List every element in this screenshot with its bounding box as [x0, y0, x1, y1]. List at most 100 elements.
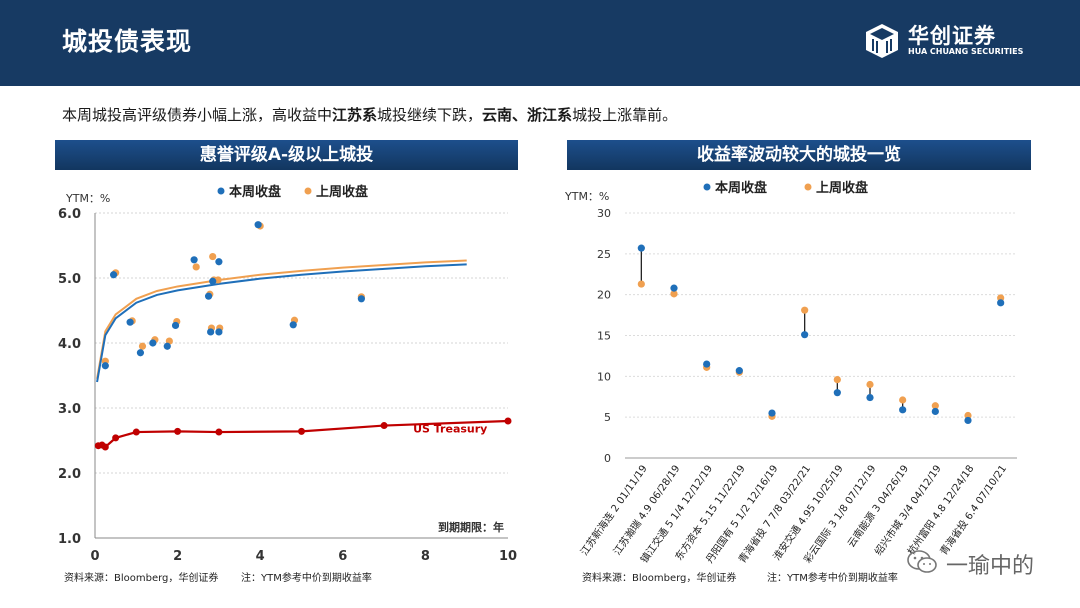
dot-this-week [637, 244, 645, 252]
x-tick-label: 2 [173, 549, 182, 564]
logo-chinese-name: 华创证券 [908, 24, 996, 48]
treasury-point [215, 428, 223, 436]
category-label: 云南能源 3 04/26/19 [844, 462, 911, 549]
wechat-icon [907, 550, 937, 573]
dot-last-week [899, 396, 907, 404]
header-bar: 城投债表现 华创证券 HUA CHUANG SECURITIES [0, 0, 1080, 86]
y-axis-title: YTM：% [564, 190, 609, 203]
treasury-point [380, 422, 388, 430]
treasury-point [132, 428, 140, 436]
summary-bold-1: 江苏系 [332, 106, 378, 124]
scatter-point-this-week [149, 339, 157, 347]
scatter-point-this-week [254, 221, 262, 229]
watermark-text: 一瑜中的 [946, 554, 1035, 579]
y-axis-title: YTM：% [65, 192, 110, 205]
ytm-note: 注：YTM参考中价到期收益率 [767, 571, 898, 584]
category-label: 江苏新海连 2 01/11/19 [577, 462, 649, 558]
dot-this-week [997, 299, 1005, 307]
dot-this-week [964, 416, 972, 425]
dot-last-week [833, 376, 841, 384]
scatter-point-this-week [289, 321, 297, 329]
scatter-point-this-week [215, 258, 223, 266]
x-tick-label: 4 [256, 549, 265, 564]
y-tick-label: 5.0 [58, 272, 81, 287]
x-tick-label: 10 [499, 549, 517, 564]
dot-this-week [703, 360, 711, 368]
scatter-point-last-week [138, 342, 147, 350]
dot-last-week [670, 290, 678, 298]
summary-part-3: 城投上涨靠前。 [572, 106, 678, 124]
legend-label: 上周收盘 [316, 184, 368, 200]
legend-marker-this-week [217, 187, 225, 195]
fit-curve [96, 263, 467, 383]
treasury-point [101, 443, 109, 451]
dot-this-week [735, 367, 743, 375]
dot-this-week [931, 407, 939, 416]
ytm-note: 注：YTM参考中价到期收益率 [241, 571, 372, 584]
scatter-point-this-week [126, 318, 134, 326]
legend-label: 本周收盘 [229, 184, 281, 200]
scatter-point-this-week [101, 362, 109, 370]
y-tick-label: 20 [597, 289, 611, 302]
x-tick-label: 6 [338, 549, 347, 564]
left-chart: 1.0 2.0 3.0 4.0 5.0 6.0 0 2 4 6 8 10 YTM：% 到期期限：年 本周收盘… [58, 184, 517, 584]
treasury-point [174, 427, 182, 435]
dot-this-week [899, 406, 907, 414]
dot-this-week [866, 393, 874, 402]
y-tick-label: 0 [604, 452, 611, 465]
summary-part-2: 城投继续下跌， [377, 106, 483, 124]
company-logo: 华创证券 HUA CHUANG SECURITIES [862, 20, 1024, 64]
scatter-point-last-week [192, 263, 200, 271]
scatter-point-this-week [109, 271, 118, 279]
summary-text: 本周城投高评级债券小幅上涨，高收益中江苏系城投继续下跌，云南、浙江系城投上涨靠前… [62, 104, 677, 125]
scatter-point-this-week [204, 292, 213, 300]
y-tick-label: 4.0 [58, 337, 81, 352]
source-note: 资料来源：Bloomberg，华创证券 [64, 571, 218, 584]
scatter-point-this-week [190, 256, 198, 264]
y-tick-label: 15 [597, 330, 611, 343]
left-chart-title: 惠誉评级A-级以上城投 [55, 140, 518, 170]
right-chart-title: 收益率波动较大的城投一览 [567, 140, 1031, 170]
y-tick-label: 25 [597, 248, 611, 261]
y-tick-label: 30 [597, 207, 611, 220]
page-title: 城投债表现 [62, 27, 193, 56]
treasury-point [112, 434, 120, 442]
summary-bold-2: 云南、浙江系 [482, 106, 573, 124]
dot-last-week [637, 280, 645, 288]
logo-cube-icon [866, 24, 898, 58]
y-tick-label: 1.0 [58, 532, 81, 547]
scatter-point-this-week [357, 295, 365, 303]
x-axis-title: 到期期限：年 [438, 520, 504, 534]
scatter-point-this-week [171, 321, 180, 330]
scatter-point-last-week [209, 252, 217, 261]
watermark: 一瑜中的 [906, 544, 1056, 580]
legend-marker-last-week [804, 183, 812, 191]
scatter-point-this-week [215, 328, 223, 336]
legend-label: 上周收盘 [816, 180, 868, 196]
source-note: 资料来源：Bloomberg，华创证券 [582, 571, 736, 584]
dot-last-week [866, 380, 874, 389]
treasury-label: US Treasury [413, 423, 487, 436]
scatter-point-this-week [136, 349, 145, 357]
scatter-point-last-week [214, 276, 222, 284]
dot-last-week [801, 306, 809, 314]
x-tick-label: 0 [90, 549, 99, 564]
logo-english-name: HUA CHUANG SECURITIES [908, 47, 1024, 56]
dot-this-week [768, 409, 776, 417]
treasury-point [298, 427, 305, 435]
dot-this-week [801, 331, 809, 339]
y-tick-label: 3.0 [58, 402, 81, 417]
dot-this-week [833, 389, 841, 397]
y-tick-label: 5 [604, 411, 611, 424]
legend-marker-last-week [304, 187, 312, 195]
scatter-point-this-week [209, 277, 217, 285]
y-tick-label: 10 [597, 370, 611, 383]
scatter-point-this-week [163, 342, 171, 350]
legend-label: 本周收盘 [715, 180, 767, 196]
treasury-point [504, 417, 512, 425]
x-tick-label: 8 [421, 549, 430, 564]
y-tick-label: 6.0 [58, 207, 81, 222]
legend-marker-this-week [703, 183, 711, 191]
scatter-point-this-week [207, 328, 215, 336]
